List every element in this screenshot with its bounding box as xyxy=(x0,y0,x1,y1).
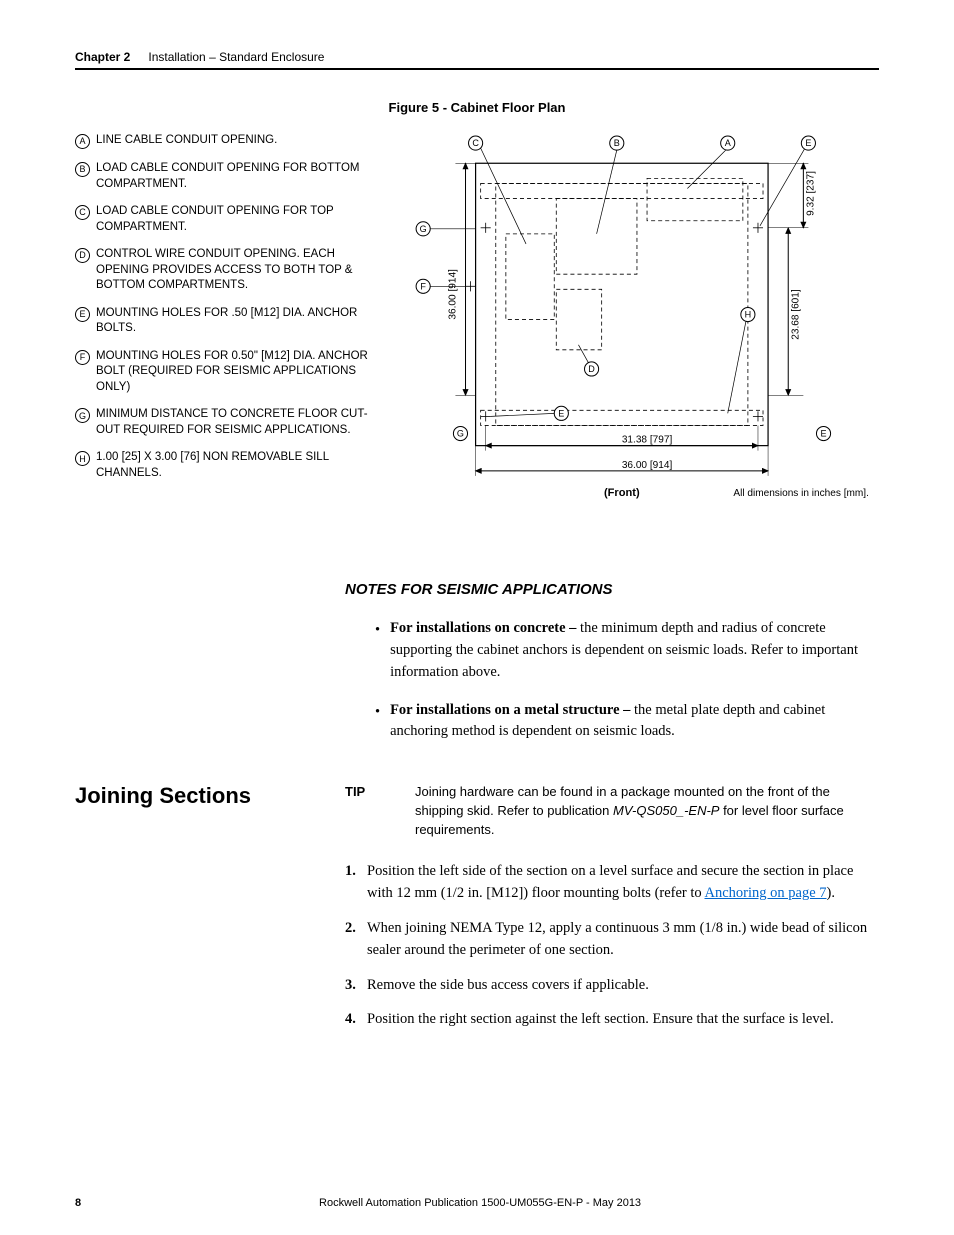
dim-v-36: 36.00 [914] xyxy=(447,269,458,320)
seismic-heading: NOTES FOR SEISMIC APPLICATIONS xyxy=(345,581,879,598)
tip-label: TIP xyxy=(345,783,375,840)
dim-9-32: 9.32 [237] xyxy=(805,171,816,216)
legend-text: LOAD CABLE CONDUIT OPENING FOR BOTTOM CO… xyxy=(96,161,385,192)
note-text: For installations on a metal structure –… xyxy=(390,700,879,744)
legend-text: LINE CABLE CONDUIT OPENING. xyxy=(96,133,385,149)
anchoring-link[interactable]: Anchoring on page 7 xyxy=(705,885,827,901)
svg-text:C: C xyxy=(472,138,479,148)
legend-letter: A xyxy=(75,134,90,149)
chapter-title: Installation – Standard Enclosure xyxy=(148,50,324,64)
step-text: When joining NEMA Type 12, apply a conti… xyxy=(367,917,879,962)
legend-text: CONTROL WIRE CONDUIT OPENING. EACH OPENI… xyxy=(96,247,385,294)
figure-title: Figure 5 - Cabinet Floor Plan xyxy=(75,100,879,115)
step-number: 3. xyxy=(345,974,367,996)
tip-text: Joining hardware can be found in a packa… xyxy=(415,783,879,840)
seismic-note: •For installations on concrete – the min… xyxy=(375,618,879,683)
legend-letter: C xyxy=(75,205,90,220)
legend-item: H 1.00 [25] X 3.00 [76] NON REMOVABLE SIL… xyxy=(75,450,385,481)
step-number: 4. xyxy=(345,1008,367,1030)
svg-text:G: G xyxy=(457,429,464,439)
legend-item: B LOAD CABLE CONDUIT OPENING FOR BOTTOM C… xyxy=(75,161,385,192)
svg-text:E: E xyxy=(805,138,811,148)
bullet-icon: • xyxy=(375,702,380,744)
legend-letter: F xyxy=(75,350,90,365)
svg-text:D: D xyxy=(588,364,595,374)
svg-text:E: E xyxy=(558,408,564,418)
tip-block: TIP Joining hardware can be found in a p… xyxy=(345,783,879,840)
legend-text: 1.00 [25] X 3.00 [76] NON REMOVABLE SILL… xyxy=(96,450,385,481)
legend-item: C LOAD CABLE CONDUIT OPENING FOR TOP COMP… xyxy=(75,204,385,235)
dim-note: All dimensions in inches [mm]. xyxy=(733,488,869,499)
svg-text:B: B xyxy=(614,138,620,148)
legend-letter: B xyxy=(75,162,90,177)
step-text: Position the right section against the l… xyxy=(367,1008,879,1030)
joining-content: TIP Joining hardware can be found in a p… xyxy=(345,783,879,1042)
figure-legend: A LINE CABLE CONDUIT OPENING. B LOAD CABLE … xyxy=(75,133,385,551)
footer-text: Rockwell Automation Publication 1500-UM0… xyxy=(81,1197,879,1209)
legend-letter: H xyxy=(75,451,90,466)
legend-text: MOUNTING HOLES FOR 0.50" [M12] DIA. ANCH… xyxy=(96,349,385,396)
figure-container: A LINE CABLE CONDUIT OPENING. B LOAD CABLE … xyxy=(75,133,879,551)
step-number: 2. xyxy=(345,917,367,962)
step-text: Remove the side bus access covers if app… xyxy=(367,974,879,996)
figure-diagram: 36.00 [914] 9.32 [237] 23.68 [601] 31.38… xyxy=(405,133,879,551)
svg-text:H: H xyxy=(745,310,752,320)
step-item: 3.Remove the side bus access covers if a… xyxy=(345,974,879,996)
legend-letter: E xyxy=(75,307,90,322)
legend-text: MINIMUM DISTANCE TO CONCRETE FLOOR CUT-O… xyxy=(96,407,385,438)
seismic-notes: •For installations on concrete – the min… xyxy=(375,618,879,743)
dim-23-68: 23.68 [601] xyxy=(790,289,801,340)
svg-text:F: F xyxy=(420,281,426,291)
dim-31-38: 31.38 [797] xyxy=(622,435,673,446)
note-text: For installations on concrete – the mini… xyxy=(390,618,879,683)
chapter-label: Chapter 2 xyxy=(75,50,130,64)
step-item: 1.Position the left side of the section … xyxy=(345,860,879,905)
dim-36-00h: 36.00 [914] xyxy=(622,460,673,471)
page-header: Chapter 2 Installation – Standard Enclos… xyxy=(75,50,879,70)
legend-item: A LINE CABLE CONDUIT OPENING. xyxy=(75,133,385,149)
step-text: Position the left side of the section on… xyxy=(367,860,879,905)
legend-item: F MOUNTING HOLES FOR 0.50" [M12] DIA. ANC… xyxy=(75,349,385,396)
svg-text:E: E xyxy=(821,429,827,439)
step-item: 2.When joining NEMA Type 12, apply a con… xyxy=(345,917,879,962)
step-list: 1.Position the left side of the section … xyxy=(345,860,879,1031)
svg-text:G: G xyxy=(420,224,427,234)
legend-item: G MINIMUM DISTANCE TO CONCRETE FLOOR CUT-… xyxy=(75,407,385,438)
joining-heading: Joining Sections xyxy=(75,783,315,1042)
legend-letter: G xyxy=(75,408,90,423)
floor-plan-svg: 36.00 [914] 9.32 [237] 23.68 [601] 31.38… xyxy=(405,133,879,546)
joining-section: Joining Sections TIP Joining hardware ca… xyxy=(75,783,879,1042)
legend-text: LOAD CABLE CONDUIT OPENING FOR TOP COMPA… xyxy=(96,204,385,235)
page-footer: 8 Rockwell Automation Publication 1500-U… xyxy=(75,1197,879,1209)
front-label: (Front) xyxy=(604,487,640,499)
seismic-note: •For installations on a metal structure … xyxy=(375,700,879,744)
legend-letter: D xyxy=(75,248,90,263)
step-number: 1. xyxy=(345,860,367,905)
tip-publication: MV-QS050_-EN-P xyxy=(613,803,719,818)
legend-item: E MOUNTING HOLES FOR .50 [M12] DIA. ANCHO… xyxy=(75,306,385,337)
legend-item: D CONTROL WIRE CONDUIT OPENING. EACH OPEN… xyxy=(75,247,385,294)
bullet-icon: • xyxy=(375,620,380,683)
legend-text: MOUNTING HOLES FOR .50 [M12] DIA. ANCHOR… xyxy=(96,306,385,337)
svg-text:A: A xyxy=(725,138,732,148)
step-item: 4.Position the right section against the… xyxy=(345,1008,879,1030)
